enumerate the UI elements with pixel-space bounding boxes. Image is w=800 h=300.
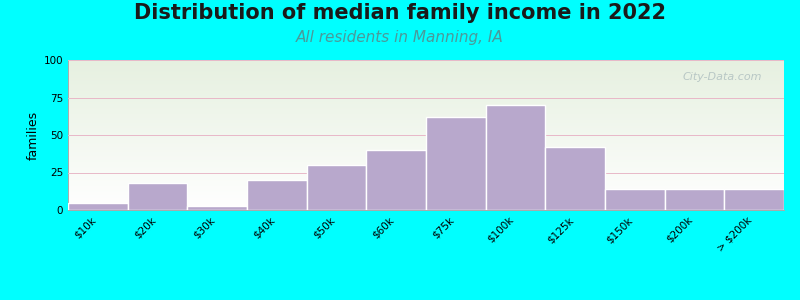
Bar [187, 206, 247, 210]
Bar [366, 150, 426, 210]
Bar [486, 105, 546, 210]
Bar [605, 189, 665, 210]
Bar [426, 117, 486, 210]
Text: City-Data.com: City-Data.com [683, 72, 762, 82]
Bar [68, 202, 128, 210]
Bar [247, 180, 306, 210]
Text: All residents in Manning, IA: All residents in Manning, IA [296, 30, 504, 45]
Bar [546, 147, 605, 210]
Bar [306, 165, 366, 210]
Bar [128, 183, 187, 210]
Text: Distribution of median family income in 2022: Distribution of median family income in … [134, 3, 666, 23]
Bar [724, 189, 784, 210]
Y-axis label: families: families [26, 110, 39, 160]
Bar [665, 189, 724, 210]
